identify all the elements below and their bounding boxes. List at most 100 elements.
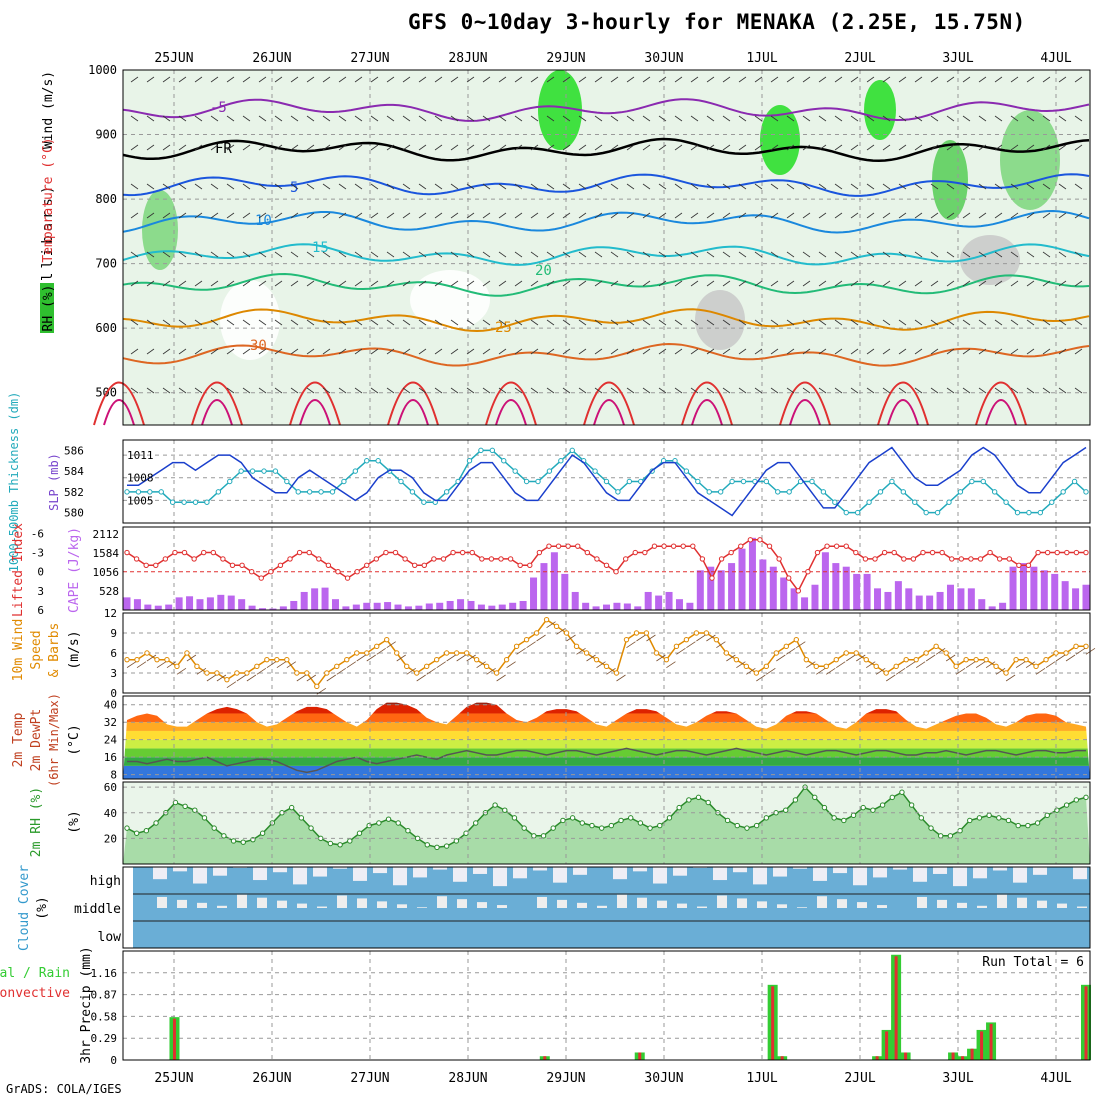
cape-bar bbox=[123, 597, 131, 610]
rh-shading bbox=[410, 270, 490, 330]
wind-barb bbox=[578, 76, 587, 83]
wind-barb bbox=[306, 348, 315, 355]
wind-barb bbox=[450, 387, 459, 394]
cape-bar bbox=[1051, 573, 1059, 610]
lifted-index-line-point bbox=[469, 549, 475, 556]
cloud-high-bar bbox=[673, 867, 687, 876]
wind-barb bbox=[258, 348, 267, 355]
wind-speed-line-point bbox=[254, 663, 260, 670]
wind-barb bbox=[626, 319, 635, 326]
warm-isotherm bbox=[93, 381, 145, 426]
cape-bar bbox=[926, 595, 934, 610]
precip-convective-bar bbox=[904, 1052, 908, 1060]
wind-barb bbox=[658, 251, 667, 258]
cloud-middle-bar bbox=[877, 905, 887, 908]
rh-shading bbox=[864, 80, 896, 140]
cloud-axis-label: Cloud Cover bbox=[17, 865, 32, 951]
wind-barb bbox=[418, 387, 427, 394]
rh-line-point bbox=[967, 817, 973, 824]
wind-barb bbox=[338, 76, 347, 83]
wind-barb bbox=[658, 144, 667, 151]
wind-barb bbox=[146, 319, 155, 326]
surface-wind-barb bbox=[895, 668, 906, 675]
wind-barb bbox=[370, 144, 379, 151]
wind-barb bbox=[322, 251, 331, 258]
slp-tick: 1011 bbox=[127, 449, 154, 462]
cloud-level-label: middle bbox=[74, 902, 121, 917]
wind-barb bbox=[130, 212, 139, 219]
wind-panel-frame bbox=[122, 612, 1091, 694]
cape-bar bbox=[206, 597, 214, 610]
wind-speed-line-point bbox=[743, 663, 750, 670]
surface-wind-barb bbox=[726, 654, 736, 662]
wind-speed-line-point bbox=[364, 650, 370, 656]
wind-barb bbox=[850, 76, 859, 83]
wind-barb bbox=[466, 387, 475, 394]
cloud-middle-bar bbox=[197, 902, 207, 908]
rh-line-point bbox=[366, 822, 372, 829]
warm-isotherm bbox=[191, 381, 243, 426]
surface-wind-barb bbox=[566, 634, 576, 642]
wind-barb bbox=[594, 348, 603, 355]
rh-line-point bbox=[705, 799, 711, 806]
cape-bar bbox=[175, 597, 183, 610]
wind-speed-line-point bbox=[324, 670, 330, 676]
wind-speed-line-point bbox=[234, 670, 240, 676]
cloud-level-label: low bbox=[98, 930, 122, 945]
cape-bar bbox=[1072, 588, 1080, 610]
wind-speed-line-point bbox=[973, 656, 979, 663]
wind-barb bbox=[562, 115, 571, 122]
surface-wind-barb bbox=[386, 641, 396, 648]
cloud-middle-bar bbox=[557, 899, 567, 908]
temp-band bbox=[123, 739, 1090, 749]
wind-barb bbox=[514, 76, 523, 83]
wind-barb bbox=[610, 183, 619, 190]
wind-barb bbox=[274, 144, 283, 151]
wind-barb bbox=[690, 251, 699, 258]
rh-line-point bbox=[1044, 812, 1050, 819]
precip-convective-bar bbox=[885, 1031, 889, 1060]
grads-credit: GrADS: COLA/IGES bbox=[6, 1082, 122, 1096]
wind-barb bbox=[754, 183, 763, 190]
wind-axis-label-2: Speed bbox=[29, 630, 44, 669]
wind-barb bbox=[194, 348, 203, 355]
rh-line-point bbox=[647, 825, 653, 831]
wind-speed-line-point bbox=[893, 663, 899, 670]
cape-bar bbox=[728, 563, 736, 610]
surface-wind-barb bbox=[905, 661, 916, 668]
wind-barb bbox=[658, 115, 667, 122]
lifted-index-line-point bbox=[421, 562, 427, 569]
wind-barb bbox=[994, 183, 1003, 190]
wind-barb bbox=[738, 144, 747, 151]
thickness-line-point bbox=[261, 468, 267, 474]
wind-barb bbox=[178, 183, 187, 190]
isotherm-label: -5 bbox=[210, 100, 227, 116]
cape-bar bbox=[227, 595, 235, 610]
cape-bar bbox=[759, 559, 767, 610]
wind-barb bbox=[802, 348, 811, 355]
cape-bar bbox=[436, 602, 444, 610]
rh-line-point bbox=[385, 816, 392, 822]
wind-barb bbox=[258, 115, 267, 122]
wind-barb bbox=[338, 319, 347, 326]
wind-barb bbox=[498, 348, 507, 355]
wind-barb bbox=[498, 319, 507, 326]
wind-barb bbox=[562, 76, 571, 83]
rh-line-point bbox=[337, 842, 343, 848]
wind-barb bbox=[786, 212, 795, 219]
wind-barb bbox=[818, 212, 827, 219]
wind-barb bbox=[258, 144, 267, 151]
surface-wind-barb bbox=[526, 641, 536, 648]
cloud-high-bar bbox=[733, 867, 747, 873]
wind-barb bbox=[802, 183, 811, 190]
dewpoint-line bbox=[127, 747, 1086, 774]
thickness-line-point bbox=[809, 478, 815, 485]
wind-speed-line-point bbox=[793, 636, 800, 643]
lifted-index-line-point bbox=[996, 556, 1003, 562]
cape-bar bbox=[467, 600, 475, 610]
wind-barb bbox=[354, 387, 363, 394]
lifted-index-line-point bbox=[881, 549, 888, 556]
surface-wind-barb bbox=[306, 674, 317, 682]
wind-barb bbox=[578, 280, 587, 287]
wind-barb bbox=[1074, 251, 1083, 258]
